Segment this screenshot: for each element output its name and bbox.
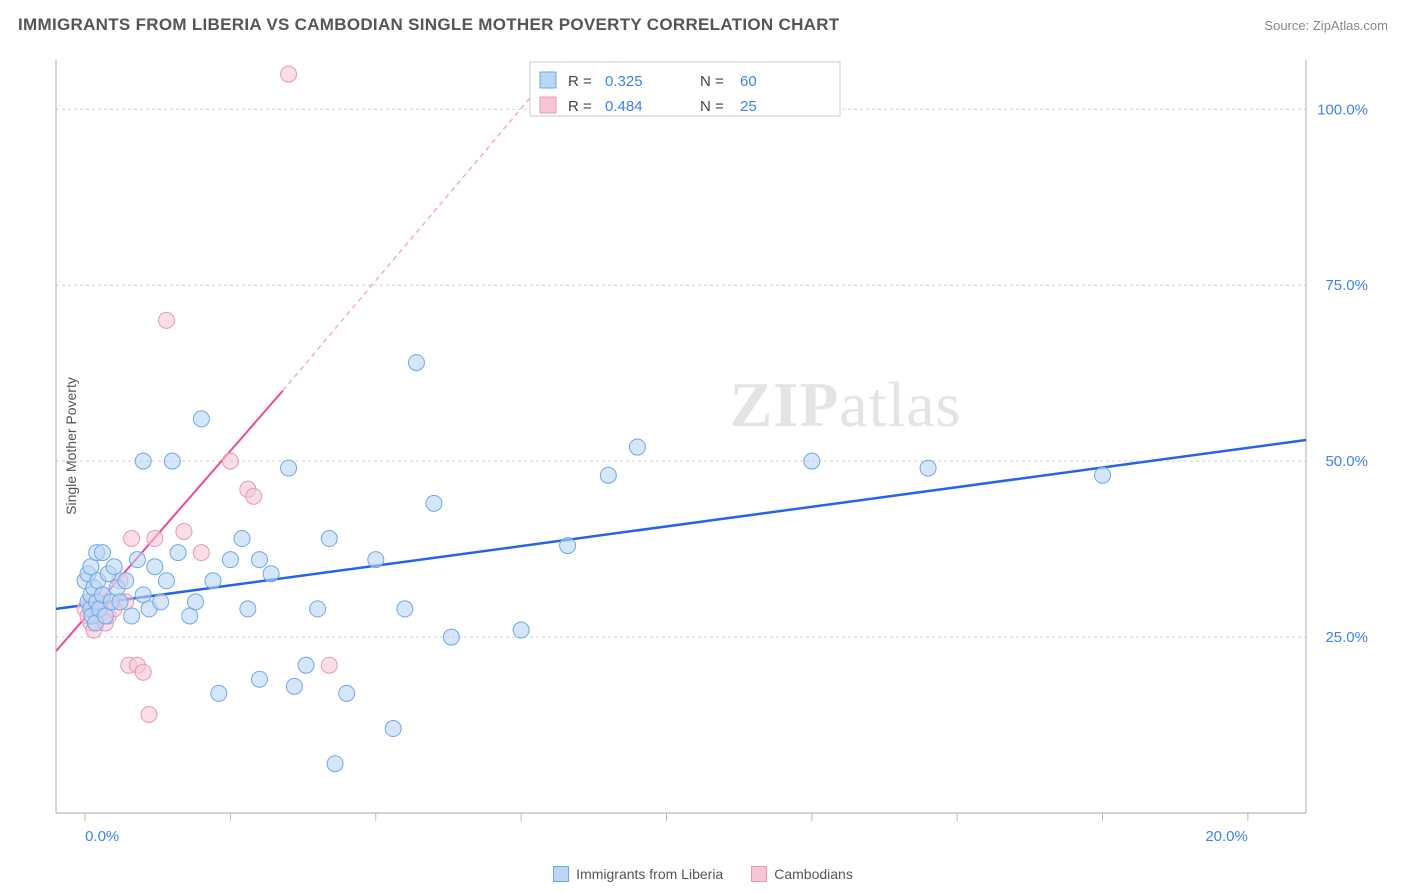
- chart-svg: 25.0% 50.0% 75.0% 100.0% 0.0% 20.0% R = 0.325 N …: [50, 58, 1376, 847]
- source-label: Source:: [1264, 18, 1309, 33]
- svg-text:N =: N =: [700, 98, 724, 115]
- source-value: ZipAtlas.com: [1313, 18, 1388, 33]
- scatter-plot: 25.0% 50.0% 75.0% 100.0% 0.0% 20.0% R = 0.325 N …: [50, 58, 1376, 847]
- legend-item-pink: Cambodians: [751, 866, 853, 882]
- legend-label-pink: Cambodians: [774, 866, 853, 882]
- svg-text:0.0%: 0.0%: [85, 828, 119, 845]
- legend-swatch-pink: [751, 866, 767, 882]
- svg-text:R =: R =: [568, 98, 592, 115]
- chart-source: Source: ZipAtlas.com: [1264, 18, 1388, 33]
- chart-header: IMMIGRANTS FROM LIBERIA VS CAMBODIAN SIN…: [0, 0, 1406, 50]
- svg-text:0.484: 0.484: [605, 98, 643, 115]
- bottom-legend: Immigrants from Liberia Cambodians: [0, 866, 1406, 882]
- svg-text:25.0%: 25.0%: [1325, 629, 1368, 646]
- svg-text:20.0%: 20.0%: [1205, 828, 1248, 845]
- svg-text:25: 25: [740, 98, 757, 115]
- svg-text:100.0%: 100.0%: [1317, 101, 1368, 118]
- svg-text:60: 60: [740, 73, 757, 90]
- svg-text:0.325: 0.325: [605, 73, 643, 90]
- svg-text:R =: R =: [568, 73, 592, 90]
- legend-label-blue: Immigrants from Liberia: [576, 866, 723, 882]
- svg-text:75.0%: 75.0%: [1325, 277, 1368, 294]
- legend-swatch-blue: [553, 866, 569, 882]
- svg-text:N =: N =: [700, 73, 724, 90]
- svg-text:50.0%: 50.0%: [1325, 453, 1368, 470]
- legend-item-blue: Immigrants from Liberia: [553, 866, 723, 882]
- chart-title: IMMIGRANTS FROM LIBERIA VS CAMBODIAN SIN…: [18, 15, 839, 35]
